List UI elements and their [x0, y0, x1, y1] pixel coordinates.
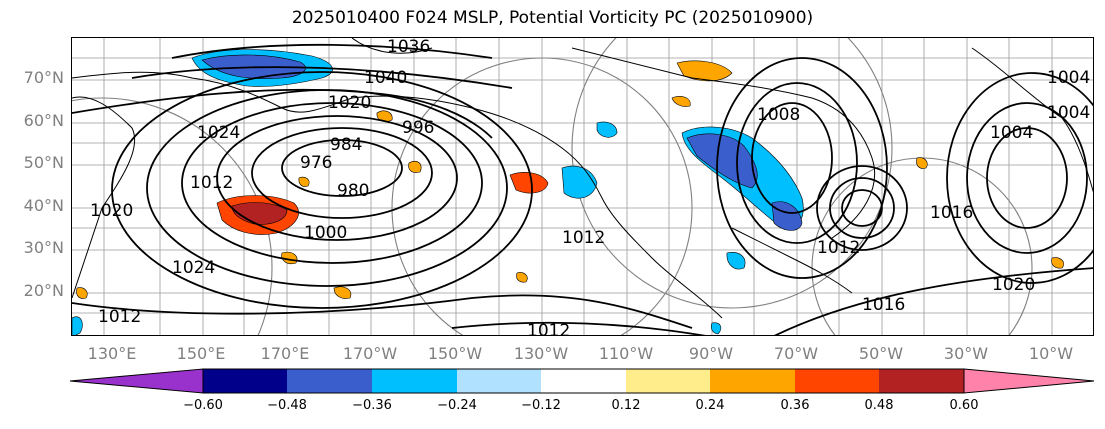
isobar-label: 1020 [992, 275, 1035, 295]
isobar-label: 1036 [387, 38, 430, 57]
lon-label: 70°W [773, 344, 819, 363]
colorbar-segment [879, 369, 964, 393]
isobar-label: 1004 [1047, 103, 1090, 123]
lon-label: 110°W [598, 344, 654, 363]
isobar-label: 1020 [90, 201, 133, 221]
map-panel: 1036 1040 1020 1024 996 984 976 980 1000… [71, 37, 1094, 336]
colorbar-segment [710, 369, 795, 393]
map-canvas: 1036 1040 1020 1024 996 984 976 980 1000… [72, 38, 1093, 336]
isobar-label: 1040 [364, 68, 407, 88]
isobar-label: 1024 [172, 258, 215, 278]
lon-label: 130°W [513, 344, 569, 363]
colorbar-extend-min [69, 368, 204, 394]
lon-label: 130°E [87, 344, 137, 363]
isobar-label: 1020 [328, 93, 371, 113]
isobar-label: 1024 [197, 123, 240, 143]
colorbar-tick-label: 0.24 [695, 398, 725, 413]
isobar-label: 984 [330, 135, 362, 155]
isobar-label: 980 [337, 181, 369, 201]
isobar-label: 1004 [1047, 68, 1090, 88]
colorbar-outline [202, 368, 965, 394]
colorbar-segment [626, 369, 710, 393]
isobar-label: 1008 [757, 105, 800, 125]
isobar-label: 1012 [527, 321, 570, 336]
colorbar-segment [372, 369, 457, 393]
lon-label: 150°W [427, 344, 483, 363]
colorbar-tick-label: 0.36 [780, 398, 810, 413]
colorbar [69, 368, 1095, 394]
lon-label: 30°W [943, 344, 989, 363]
colorbar-tick-label: −0.24 [437, 398, 477, 413]
graticule [72, 38, 1093, 335]
colorbar-tick-label: −0.60 [183, 398, 223, 413]
colorbar-tick-label: −0.36 [352, 398, 392, 413]
isobar-label: 976 [300, 153, 332, 173]
isobar-label: 1012 [98, 307, 141, 327]
lon-label: 170°E [260, 344, 310, 363]
lat-label: 50°N [23, 153, 64, 172]
isobar-label-group: 1036 1040 1020 1024 996 984 976 980 1000… [90, 38, 1090, 336]
isobar-label: 1016 [930, 203, 973, 223]
isobar-label: 1000 [304, 223, 347, 243]
isobar-label: 1016 [862, 295, 905, 315]
lon-label: 170°W [342, 344, 398, 363]
lat-label: 60°N [23, 111, 64, 130]
colorbar-segment [795, 369, 879, 393]
colorbar-extend-max [963, 368, 1095, 394]
lat-label: 70°N [23, 68, 64, 87]
colorbar-tick-label: 0.60 [949, 398, 979, 413]
colorbar-tick-label: 0.48 [864, 398, 894, 413]
lat-label: 40°N [23, 196, 64, 215]
map-title: 2025010400 F024 MSLP, Potential Vorticit… [291, 8, 814, 28]
colorbar-tick-label: 0.12 [611, 398, 641, 413]
isobars [72, 43, 1093, 335]
lon-label: 50°W [858, 344, 904, 363]
lon-label: 150°E [176, 344, 226, 363]
isobar-label: 1012 [190, 173, 233, 193]
colorbar-tick-label: −0.48 [267, 398, 307, 413]
colorbar-segment [541, 369, 626, 393]
lon-label: 10°W [1028, 344, 1074, 363]
isobar-label: 1012 [817, 238, 860, 258]
colorbar-segment [457, 369, 541, 393]
colorbar-segment [287, 369, 372, 393]
colorbar-tick-label: −0.12 [521, 398, 561, 413]
lat-label: 20°N [23, 281, 64, 300]
lat-label: 30°N [23, 238, 64, 257]
isobar-label: 1012 [562, 228, 605, 248]
lon-label: 90°W [688, 344, 734, 363]
isobar-label: 1004 [990, 123, 1033, 143]
colorbar-segment [203, 369, 287, 393]
pv-negative-shading [72, 49, 804, 335]
isobar-label: 996 [402, 118, 434, 138]
